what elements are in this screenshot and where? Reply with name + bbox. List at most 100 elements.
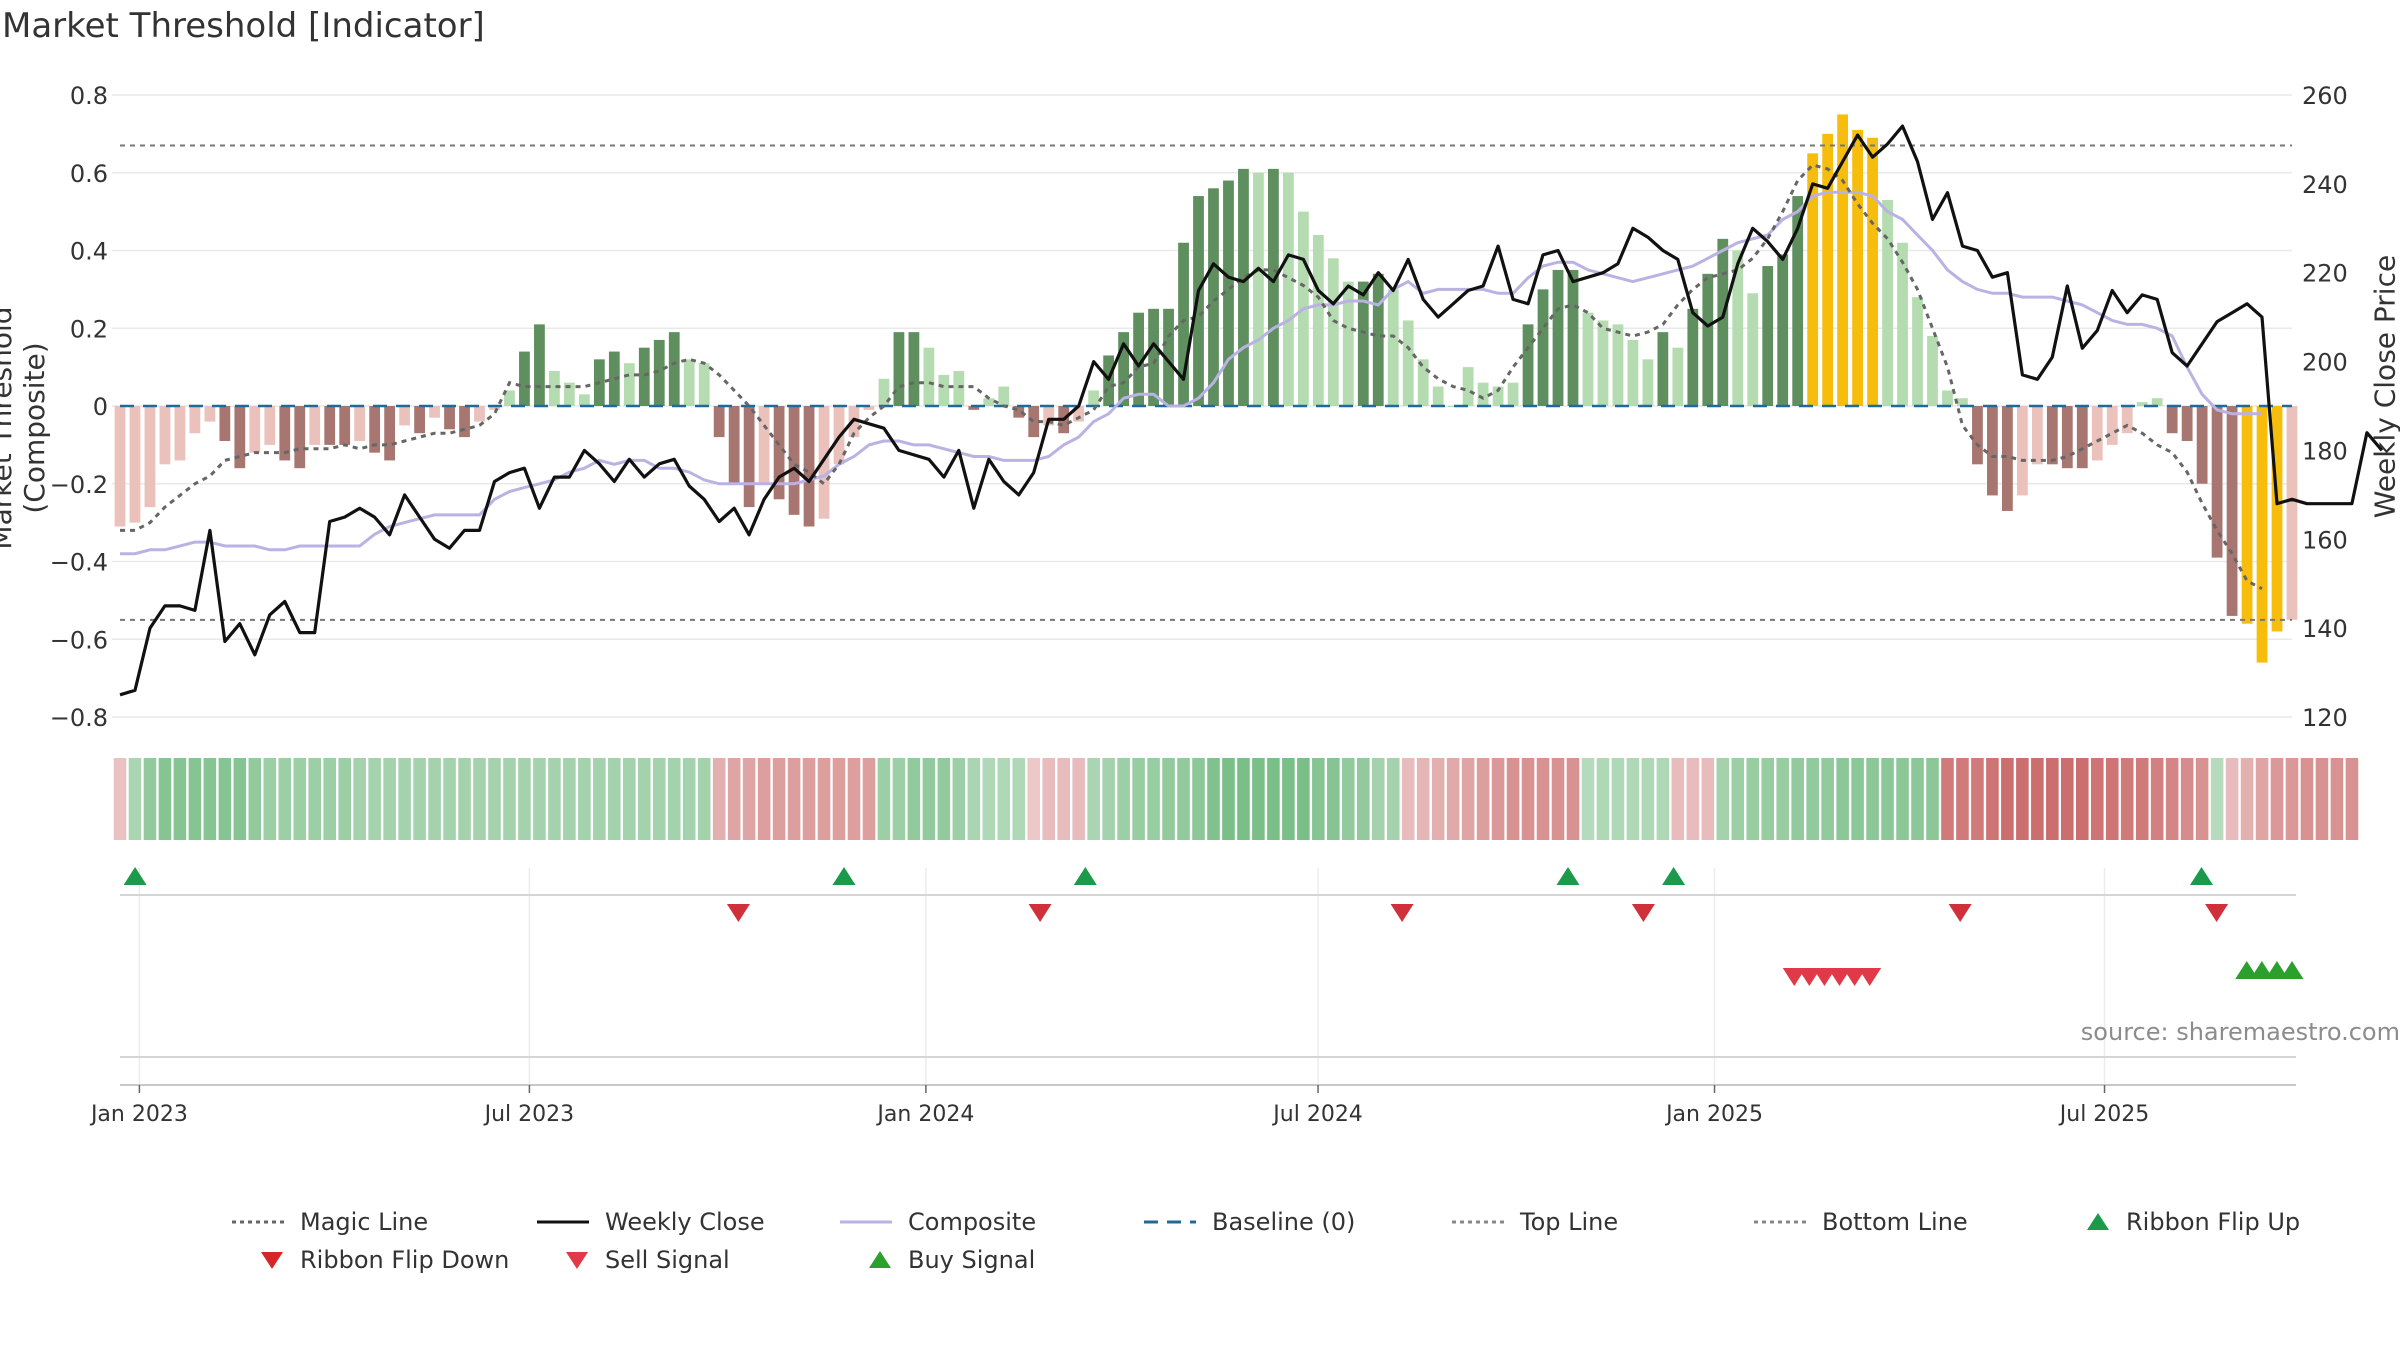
y-tick-label: −0.4 (50, 549, 108, 577)
ribbon-cell (518, 758, 531, 840)
threshold-bar (1387, 289, 1399, 406)
threshold-bar (1582, 312, 1594, 406)
ribbon-cell (1881, 758, 1894, 840)
threshold-bar (264, 406, 276, 445)
ribbon-cell (143, 758, 157, 840)
ribbon-cell (637, 758, 651, 840)
dashed-line-icon (1144, 1220, 1196, 1224)
ribbon-cell (802, 758, 816, 840)
legend-label: Sell Signal (605, 1246, 730, 1274)
ribbon-cell (1237, 758, 1250, 840)
ribbon-cell (2345, 758, 2359, 840)
threshold-bar (893, 332, 905, 406)
legend-label: Ribbon Flip Up (2126, 1208, 2301, 1236)
ribbon-cell (2225, 758, 2239, 840)
threshold-bar (1118, 332, 1130, 406)
ribbon-flip-up-marker (1073, 867, 1097, 885)
sell-signal-marker (1797, 968, 1821, 986)
ribbon-cell (1686, 758, 1700, 840)
ribbon-cell (173, 758, 187, 840)
threshold-bar (1043, 406, 1055, 426)
threshold-bar (998, 386, 1010, 406)
threshold-bar (429, 406, 440, 418)
y-right-tick-label: 180 (2302, 437, 2348, 465)
ribbon-cell (1132, 758, 1145, 840)
threshold-bar (983, 398, 995, 406)
threshold-bar (1447, 406, 1459, 407)
ribbon-cell (1117, 758, 1130, 840)
legend-label: Baseline (0) (1212, 1208, 1356, 1236)
threshold-bar (114, 406, 126, 527)
legend-label: Weekly Close (605, 1208, 765, 1236)
ribbon-cell (308, 758, 322, 840)
threshold-bar (2151, 398, 2163, 406)
threshold-bar (2076, 406, 2088, 469)
legend-item: Weekly Close (535, 1205, 765, 1239)
ribbon-cell (353, 758, 366, 840)
ribbon-cell (1776, 758, 1789, 840)
ribbon-cell (1821, 758, 1834, 840)
ribbon-cell (1611, 758, 1625, 840)
legend-label: Magic Line (300, 1208, 429, 1236)
legend-item: Composite (838, 1205, 1036, 1239)
y-right-tick-label: 140 (2302, 615, 2348, 643)
y-right-tick-label: 160 (2302, 526, 2348, 554)
threshold-bar (1163, 308, 1174, 406)
threshold-bar (1612, 324, 1624, 406)
y-right-tick-label: 240 (2302, 171, 2348, 199)
threshold-bar (2271, 406, 2283, 632)
ribbon-cell (1761, 758, 1775, 840)
threshold-bar (1462, 367, 1474, 406)
threshold-bar (444, 406, 455, 430)
chart-title: Market Threshold [Indicator] (2, 6, 485, 46)
solid-line-icon (537, 1220, 589, 1224)
threshold-bar (2002, 406, 2013, 511)
ribbon-cell (1042, 758, 1056, 840)
ribbon-cell (1177, 758, 1190, 840)
sell-signal-marker (1828, 968, 1851, 986)
legend-item: Ribbon Flip Down (258, 1243, 509, 1277)
ribbon-cell (503, 758, 516, 840)
threshold-bar (1028, 406, 1040, 438)
y-tick-label: 0 (93, 393, 108, 421)
sell-signal-marker (1812, 968, 1836, 986)
ribbon-cell (2105, 758, 2119, 840)
ribbon-cell (862, 758, 876, 840)
ribbon-cell (1012, 758, 1026, 840)
ribbon-flip-up-marker (832, 867, 856, 885)
ribbon-cell (473, 758, 486, 840)
threshold-bar (1193, 196, 1204, 406)
y-right-tick-label: 220 (2302, 260, 2348, 288)
threshold-bar (713, 406, 725, 438)
threshold-bar (2136, 402, 2148, 406)
ribbon-cell (113, 758, 127, 840)
threshold-bar (683, 359, 695, 406)
ribbon-cell (1791, 758, 1804, 840)
y-tick-label: 0.2 (70, 315, 108, 343)
threshold-bar (384, 406, 396, 461)
legend-item: Sell Signal (563, 1243, 730, 1277)
ribbon-cell (1671, 758, 1685, 840)
threshold-bar (249, 406, 261, 453)
ribbon-cell (697, 758, 711, 840)
ribbon-cell (2195, 758, 2209, 840)
threshold-bar (1972, 406, 1983, 465)
ribbon-cell (443, 758, 456, 840)
threshold-bar (1777, 254, 1789, 406)
threshold-bar (1492, 386, 1504, 406)
threshold-bar (2256, 406, 2268, 663)
buy-signal-marker (2250, 961, 2274, 979)
x-tick-label: Jul 2023 (483, 1102, 575, 1127)
ribbon-flip-down-marker (726, 904, 750, 922)
ribbon-cell (1416, 758, 1430, 840)
ribbon-cell (1866, 758, 1879, 840)
threshold-bar (189, 406, 201, 434)
ribbon-cell (997, 758, 1011, 840)
ribbon-cell (1746, 758, 1760, 840)
threshold-bar (144, 406, 156, 508)
triangle-up-icon (869, 1251, 891, 1268)
threshold-bar (1762, 266, 1774, 406)
ribbon-cell (2031, 758, 2044, 840)
ribbon-cell (1102, 758, 1115, 840)
